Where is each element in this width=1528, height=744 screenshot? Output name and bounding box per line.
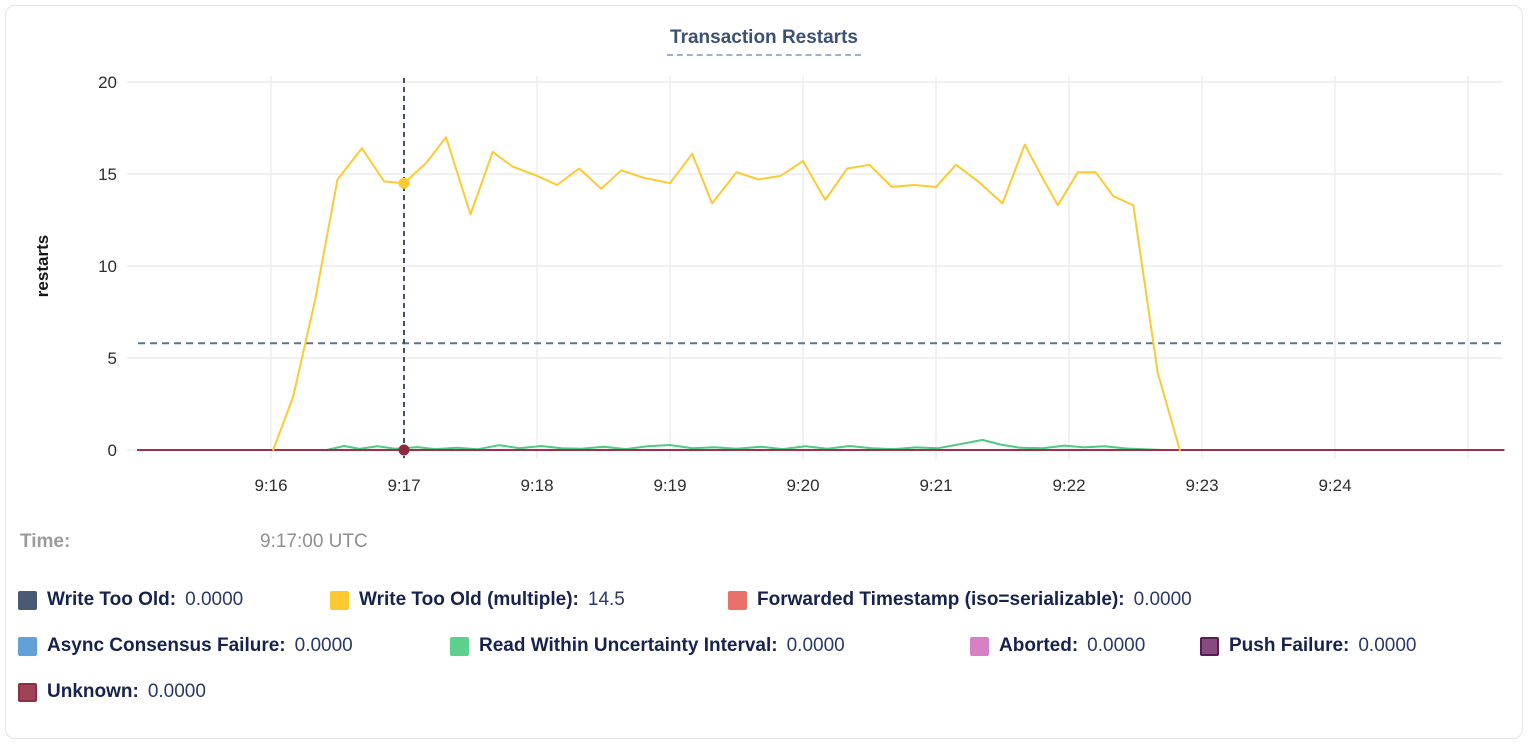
chart-title[interactable]: Transaction Restarts bbox=[667, 27, 861, 56]
legend-item-write-too-old[interactable]: Write Too Old: 0.0000 bbox=[18, 589, 243, 611]
legend-item-read-within-uncertainty-interval[interactable]: Read Within Uncertainty Interval: 0.0000 bbox=[450, 635, 845, 657]
restarts-line-chart[interactable]: 0 5 10 15 20 9:16 9:17 9:18 9:19 9:20 9:21 9:22 9:23… bbox=[0, 0, 1528, 512]
series-color-swatch bbox=[330, 590, 349, 610]
x-tick-label: 9:18 bbox=[520, 476, 553, 495]
legend-item-aborted[interactable]: Aborted: 0.0000 bbox=[970, 635, 1145, 657]
y-axis-title: restarts bbox=[33, 235, 52, 297]
series-value: 0.0000 bbox=[147, 681, 206, 702]
series-color-swatch bbox=[18, 682, 37, 702]
legend-item-write-too-old-multiple[interactable]: Write Too Old (multiple): 14.5 bbox=[330, 589, 625, 611]
series-label: Write Too Old: bbox=[47, 589, 177, 610]
series-color-swatch bbox=[18, 590, 37, 610]
series-color-swatch bbox=[18, 636, 37, 656]
series-label: Read Within Uncertainty Interval: bbox=[479, 635, 778, 656]
series-color-swatch bbox=[728, 590, 747, 610]
series-color-swatch bbox=[450, 636, 469, 656]
chart-header: Transaction Restarts bbox=[0, 27, 1528, 56]
y-tick-label: 0 bbox=[108, 441, 117, 460]
series-label: Async Consensus Failure: bbox=[47, 635, 286, 656]
series-value: 0.0000 bbox=[1133, 589, 1192, 610]
series-label: Write Too Old (multiple): bbox=[359, 589, 579, 610]
legend-item-unknown[interactable]: Unknown: 0.0000 bbox=[18, 681, 206, 703]
hover-point-marker bbox=[398, 177, 410, 189]
y-tick-label: 10 bbox=[98, 257, 117, 276]
x-tick-label: 9:17 bbox=[387, 476, 420, 495]
series-value: 0.0000 bbox=[1087, 635, 1146, 656]
x-tick-label: 9:22 bbox=[1052, 476, 1085, 495]
series-value: 0.0000 bbox=[185, 589, 244, 610]
y-tick-label: 15 bbox=[98, 165, 117, 184]
series-line-write-too-old-multiple bbox=[272, 136, 1181, 451]
x-tick-label: 9:16 bbox=[254, 476, 287, 495]
series-value: 0.0000 bbox=[786, 635, 845, 656]
series-label: Unknown: bbox=[47, 681, 139, 702]
series-value: 0.0000 bbox=[1358, 635, 1417, 656]
hover-time-value: 9:17:00 UTC bbox=[260, 531, 368, 552]
y-tick-label: 5 bbox=[108, 349, 117, 368]
x-tick-label: 9:19 bbox=[653, 476, 686, 495]
x-tick-label: 9:20 bbox=[786, 476, 819, 495]
hover-point-marker bbox=[398, 444, 410, 456]
legend-item-forwarded-timestamp-iso-serializable[interactable]: Forwarded Timestamp (iso=serializable): 0… bbox=[728, 589, 1192, 611]
hover-time-label: Time: bbox=[20, 531, 71, 552]
series-color-swatch bbox=[1200, 636, 1219, 656]
series-color-swatch bbox=[970, 636, 989, 656]
x-tick-label: 9:21 bbox=[919, 476, 952, 495]
legend-item-push-failure[interactable]: Push Failure: 0.0000 bbox=[1200, 635, 1416, 657]
series-value: 14.5 bbox=[587, 589, 625, 610]
y-tick-label: 20 bbox=[98, 73, 117, 92]
series-label: Push Failure: bbox=[1229, 635, 1350, 656]
x-tick-label: 9:24 bbox=[1318, 476, 1351, 495]
series-value: 0.0000 bbox=[294, 635, 353, 656]
x-tick-label: 9:23 bbox=[1185, 476, 1218, 495]
legend-item-async-consensus-failure[interactable]: Async Consensus Failure: 0.0000 bbox=[18, 635, 353, 657]
series-line-read-within-uncertainty-interval bbox=[325, 438, 1164, 451]
series-label: Forwarded Timestamp (iso=serializable): bbox=[757, 589, 1125, 610]
series-label: Aborted: bbox=[999, 635, 1079, 656]
